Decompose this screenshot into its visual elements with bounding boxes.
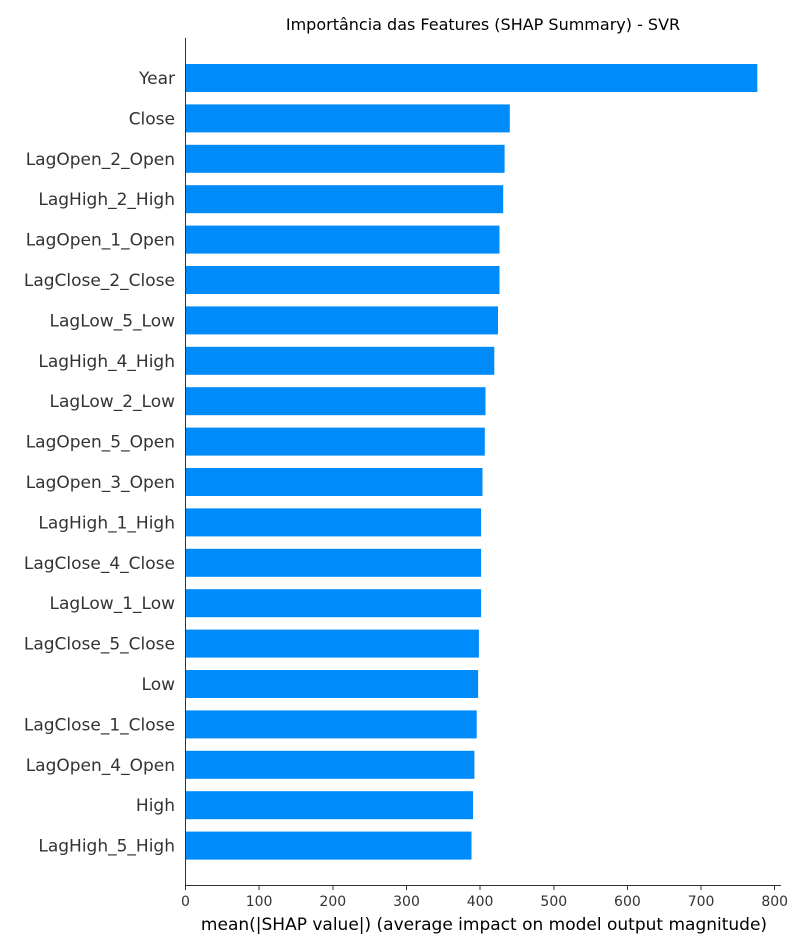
bar-lagclose-2-close <box>185 266 500 294</box>
category-label: LagOpen_5_Open <box>26 433 175 453</box>
x-tick-label: 700 <box>688 894 715 910</box>
category-label: LagClose_2_Close <box>24 271 175 291</box>
category-label: LagClose_1_Close <box>24 715 175 735</box>
category-label: LagLow_5_Low <box>50 311 176 331</box>
bar-high <box>185 791 473 820</box>
x-tick-label: 300 <box>393 894 420 910</box>
x-tick-label: 200 <box>319 894 346 910</box>
bar-laghigh-4-high <box>185 346 495 375</box>
category-label: LagOpen_1_Open <box>26 231 175 251</box>
x-tick-label: 800 <box>761 894 788 910</box>
category-label: Low <box>142 675 176 695</box>
bar-laghigh-2-high <box>185 185 504 214</box>
bar-year <box>185 64 758 92</box>
bar-lagopen-3-open <box>185 468 483 496</box>
category-label: LagOpen_2_Open <box>26 150 175 170</box>
bar-lagopen-2-open <box>185 144 505 173</box>
bar-laglow-1-low <box>185 589 482 618</box>
x-tick-label: 500 <box>540 894 567 910</box>
bar-laghigh-1-high <box>185 508 482 537</box>
category-label: LagOpen_4_Open <box>26 756 175 776</box>
bar-laglow-5-low <box>185 306 498 335</box>
x-tick-label: 600 <box>614 894 641 910</box>
bar-lagclose-1-close <box>185 710 477 739</box>
bar-laghigh-5-high <box>185 831 472 860</box>
category-label: LagClose_4_Close <box>24 554 175 574</box>
bar-lagopen-4-open <box>185 750 475 779</box>
x-tick-label: 100 <box>246 894 273 910</box>
category-label: Close <box>129 109 175 129</box>
category-label: Year <box>138 69 175 89</box>
x-axis-label: mean(|SHAP value|) (average impact on mo… <box>201 915 767 935</box>
category-label: LagHigh_1_High <box>38 513 175 533</box>
category-label: LagLow_1_Low <box>50 594 176 614</box>
chart-title: Importância das Features (SHAP Summary) … <box>286 15 680 34</box>
x-tick-label: 400 <box>467 894 494 910</box>
category-label: LagOpen_3_Open <box>26 473 175 493</box>
bar-low <box>185 670 479 698</box>
x-ticks-group: 0 100 200 300 400 500 600 700 800 <box>181 885 788 910</box>
bar-lagclose-4-close <box>185 548 482 577</box>
category-label: High <box>136 796 175 816</box>
category-label: LagLow_2_Low <box>50 392 176 412</box>
bar-lagopen-5-open <box>185 427 485 456</box>
category-label: LagHigh_2_High <box>38 190 175 210</box>
bar-lagopen-1-open <box>185 225 500 254</box>
category-label: LagClose_5_Close <box>24 635 175 655</box>
bar-laglow-2-low <box>185 387 486 416</box>
category-label: LagHigh_5_High <box>38 837 175 857</box>
bar-close <box>185 104 510 133</box>
category-labels-group: Year Close LagOpen_2_Open LagHigh_2_High Lag… <box>24 69 175 857</box>
x-tick-label: 0 <box>181 894 190 910</box>
category-label: LagHigh_4_High <box>38 352 175 372</box>
bars-group <box>185 64 758 860</box>
bar-lagclose-5-close <box>185 629 479 658</box>
